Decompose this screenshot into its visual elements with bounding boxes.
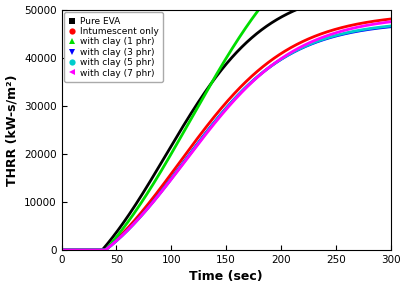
with clay (5 phr)	[103, 248, 108, 252]
with clay (1 phr)	[248, 18, 253, 21]
with clay (7 phr)	[289, 50, 294, 53]
Line: with clay (5 phr): with clay (5 phr)	[62, 26, 390, 250]
Line: Intumescent only: Intumescent only	[62, 19, 390, 250]
Line: with clay (1 phr): with clay (1 phr)	[62, 0, 390, 250]
with clay (5 phr)	[59, 248, 64, 252]
Line: Pure EVA: Pure EVA	[62, 0, 390, 250]
with clay (5 phr)	[289, 51, 294, 54]
Pure EVA	[100, 248, 104, 252]
with clay (5 phr)	[197, 140, 202, 143]
with clay (1 phr)	[197, 102, 202, 105]
with clay (3 phr)	[315, 40, 320, 43]
with clay (7 phr)	[59, 248, 64, 252]
with clay (3 phr)	[329, 35, 334, 39]
with clay (3 phr)	[197, 139, 202, 142]
Pure EVA	[288, 10, 293, 14]
Intumescent only	[248, 75, 253, 78]
with clay (7 phr)	[103, 248, 108, 252]
Legend: Pure EVA, Intumescent only, with clay (1 phr), with clay (3 phr), with clay (5 p: Pure EVA, Intumescent only, with clay (1…	[64, 12, 163, 82]
with clay (3 phr)	[59, 248, 64, 252]
with clay (5 phr)	[248, 80, 253, 84]
Intumescent only	[329, 28, 334, 32]
Intumescent only	[103, 248, 108, 252]
with clay (5 phr)	[315, 39, 320, 43]
with clay (3 phr)	[103, 248, 108, 252]
with clay (5 phr)	[387, 24, 392, 28]
Intumescent only	[197, 134, 202, 137]
Intumescent only	[289, 45, 294, 49]
with clay (7 phr)	[315, 38, 320, 41]
with clay (1 phr)	[59, 248, 64, 252]
Line: with clay (7 phr): with clay (7 phr)	[62, 22, 390, 250]
with clay (5 phr)	[329, 35, 334, 38]
Y-axis label: THRR (kW-s/m²): THRR (kW-s/m²)	[6, 74, 19, 186]
Intumescent only	[387, 17, 392, 21]
Pure EVA	[247, 38, 252, 41]
Line: with clay (3 phr): with clay (3 phr)	[62, 27, 390, 250]
X-axis label: Time (sec): Time (sec)	[189, 271, 262, 284]
with clay (7 phr)	[329, 32, 334, 36]
with clay (7 phr)	[387, 20, 392, 23]
Intumescent only	[59, 248, 64, 252]
with clay (7 phr)	[197, 140, 202, 144]
Pure EVA	[314, 1, 319, 4]
Pure EVA	[59, 248, 64, 252]
with clay (1 phr)	[103, 248, 108, 252]
Pure EVA	[195, 101, 200, 105]
with clay (3 phr)	[289, 51, 294, 55]
with clay (3 phr)	[387, 25, 392, 29]
with clay (7 phr)	[248, 81, 253, 84]
with clay (3 phr)	[248, 80, 253, 84]
Intumescent only	[315, 34, 320, 37]
